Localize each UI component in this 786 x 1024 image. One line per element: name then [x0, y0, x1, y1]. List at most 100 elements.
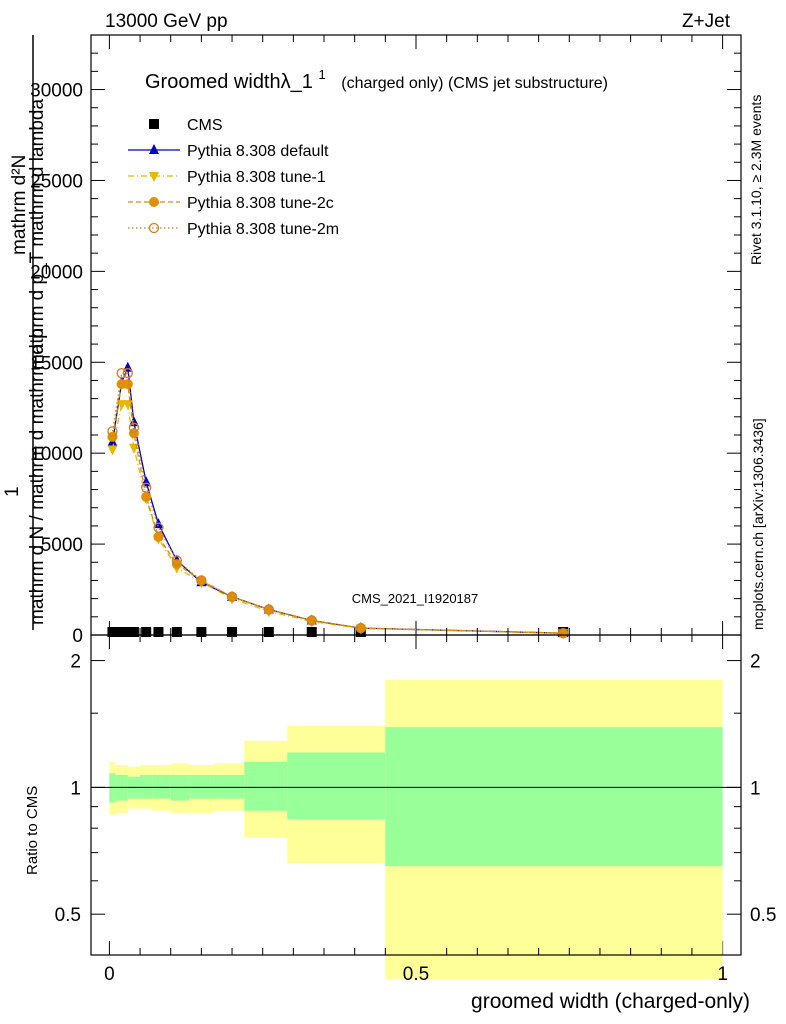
legend-item: Pythia 8.308 tune-2c	[128, 195, 334, 212]
data-point	[355, 622, 366, 634]
main-ylabel: mathrm d²N mathrm d p_T mathrm d lambda …	[2, 35, 48, 630]
legend-marker	[149, 144, 159, 154]
title-suffix: (charged only) (CMS jet substructure)	[341, 75, 608, 92]
main-ytick-label: 30000	[30, 81, 83, 102]
data-point	[107, 431, 118, 442]
data-point	[107, 445, 118, 456]
series-line	[111, 372, 564, 634]
data-point	[306, 627, 317, 637]
data-point	[141, 482, 152, 493]
data-point	[558, 628, 569, 639]
main-panel: 0 5000 10000 15000 20000 25000 30000	[30, 34, 742, 955]
mcplots-label: mcplots.cern.ch [arXiv:1306.3436]	[750, 418, 766, 630]
ratio-band-green	[287, 752, 386, 820]
data-point	[171, 627, 182, 637]
legend-label: Pythia 8.308 tune-2c	[187, 195, 334, 212]
data-point	[128, 627, 139, 637]
svg-text:Groomed widthλ_1 1: Groomed widthλ_1 1 (charged only) (CMS j…	[145, 62, 608, 93]
data-point	[171, 559, 182, 570]
data-point	[196, 575, 207, 586]
ratio-band-green	[244, 761, 288, 811]
main-ytick-label: 0	[72, 626, 83, 647]
process-label: Z+Jet	[682, 11, 731, 32]
legend-label: CMS	[187, 117, 223, 134]
legend-item: Pythia 8.308 default	[128, 143, 329, 160]
legend-marker	[149, 172, 159, 182]
legend-label: Pythia 8.308 default	[187, 143, 329, 160]
plot-title: Groomed widthλ_1 1 (charged only) (CMS j…	[145, 62, 608, 93]
ratio-band-green	[189, 774, 214, 799]
ratio-frame	[90, 634, 742, 956]
legend-marker	[149, 197, 159, 207]
legend-label: Pythia 8.308 tune-1	[187, 169, 326, 186]
data-point	[171, 555, 182, 566]
data-point	[153, 522, 164, 533]
data-point	[306, 615, 317, 626]
legend-item: Pythia 8.308 tune-2m	[128, 221, 339, 238]
legend-marker	[148, 222, 160, 234]
ratio-ytick-label-right: 0.5	[750, 905, 776, 926]
data-point	[107, 627, 118, 637]
series-pythia-8-308-tune-1	[107, 400, 569, 640]
data-point	[558, 628, 569, 639]
data-point	[355, 623, 366, 634]
energy-label: 13000 GeV pp	[105, 11, 228, 32]
series-line	[111, 383, 564, 634]
data-point	[263, 604, 274, 615]
data-point	[122, 627, 133, 637]
series-line	[111, 403, 564, 634]
data-point	[141, 627, 152, 637]
legend-item: Pythia 8.308 tune-1	[128, 169, 326, 186]
series-line	[111, 365, 564, 634]
xtick-label: 0.5	[403, 964, 429, 985]
ylabel-one: 1	[2, 486, 23, 497]
ratio-band-green	[109, 773, 116, 803]
legend: CMS Pythia 8.308 default Pythia 8.308 tune…	[128, 117, 339, 238]
ratio-band-green	[213, 774, 245, 799]
data-point	[227, 591, 238, 602]
title-main: Groomed widthλ_1	[145, 71, 313, 93]
main-ytick-label: 20000	[30, 262, 83, 283]
data-point	[128, 422, 140, 433]
series-pythia-8-308-tune-2m	[107, 368, 569, 639]
data-point	[122, 368, 133, 379]
data-point	[141, 491, 152, 502]
legend-label: Pythia 8.308 tune-2m	[187, 221, 339, 238]
ylabel-bottom: mathrm d N / mathrm d mathrm d p	[27, 328, 48, 625]
rivet-label: Rivet 3.1.10, ≥ 2.3M events	[748, 95, 764, 265]
x-axis-label: groomed width (charged-only)	[471, 990, 750, 1013]
series-pythia-8-308-tune-2c	[107, 379, 569, 639]
data-point	[122, 379, 133, 390]
main-ytick-label: 15000	[30, 353, 83, 374]
data-point	[263, 627, 274, 637]
ratio-band-green	[140, 774, 153, 799]
data-point	[153, 627, 164, 637]
data-point	[128, 428, 139, 439]
data-point	[226, 591, 238, 602]
data-point	[122, 400, 133, 411]
title-superscript: 1	[318, 67, 325, 82]
main-ytick-label: 10000	[30, 444, 83, 465]
ratio-band-green	[385, 727, 723, 867]
ratio-ytick-label-right: 1	[750, 778, 761, 799]
ratio-ytick-label: 0.5	[55, 905, 81, 926]
data-point	[116, 627, 127, 637]
data-point	[107, 426, 118, 437]
main-ytick-label: 5000	[41, 535, 83, 556]
legend-item: CMS	[149, 117, 223, 134]
ratio-ytick-label-right: 2	[750, 652, 761, 673]
ratio-ytick-label: 2	[70, 652, 81, 673]
xtick-label: 0	[104, 964, 115, 985]
series-pythia-8-308-default	[107, 361, 569, 638]
data-point	[153, 531, 164, 542]
legend-marker	[149, 119, 159, 129]
ratio-panel: 0 0.5 1 0.5 0.5 1 1 2 2	[55, 35, 776, 985]
data-point	[263, 604, 274, 615]
ratio-band-green	[152, 774, 171, 799]
ratio-ytick-label: 1	[70, 778, 81, 799]
ratio-ylabel: Ratio to CMS	[24, 786, 41, 875]
watermark: CMS_2021_I1920187	[352, 591, 479, 606]
data-point	[116, 368, 127, 379]
xtick-label: 1	[717, 964, 728, 985]
